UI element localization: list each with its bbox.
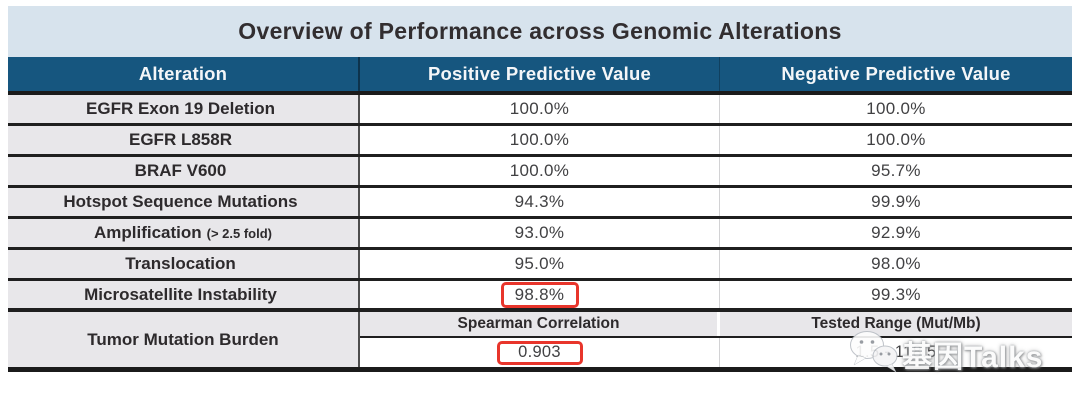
alteration-note: (> 2.5 fold) bbox=[206, 225, 273, 241]
row-label: Amplification (> 2.5 fold) bbox=[8, 219, 360, 247]
row-label: Translocation bbox=[8, 250, 360, 278]
spearman-correlation-header: Spearman Correlation bbox=[360, 312, 720, 336]
table-row: EGFR L858R 100.0% 100.0% bbox=[8, 126, 1072, 157]
performance-table: Overview of Performance across Genomic A… bbox=[8, 6, 1072, 372]
alteration-name: EGFR L858R bbox=[129, 130, 232, 149]
table-row: EGFR Exon 19 Deletion 100.0% 100.0% bbox=[8, 95, 1072, 126]
alteration-name: Hotspot Sequence Mutations bbox=[63, 192, 298, 211]
ppv-value: 100.0% bbox=[360, 126, 720, 154]
alteration-name: Amplification bbox=[93, 223, 202, 242]
table-row: BRAF V600 100.0% 95.7% bbox=[8, 157, 1072, 188]
npv-value: 100.0% bbox=[720, 126, 1072, 154]
table-title-bar: Overview of Performance across Genomic A… bbox=[8, 6, 1072, 57]
table-row: Microsatellite Instability 98.8% 99.3% bbox=[8, 281, 1072, 312]
tmb-subheader-row: Spearman Correlation Tested Range (Mut/M… bbox=[360, 312, 1072, 338]
column-header-ppv: Positive Predictive Value bbox=[360, 57, 720, 91]
row-label: BRAF V600 bbox=[8, 157, 360, 185]
highlight-box: 0.903 bbox=[496, 340, 583, 365]
table-row: Amplification (> 2.5 fold) 93.0% 92.9% bbox=[8, 219, 1072, 250]
npv-value: 99.9% bbox=[720, 188, 1072, 216]
npv-value: 98.0% bbox=[720, 250, 1072, 278]
row-label: EGFR Exon 19 Deletion bbox=[8, 95, 360, 123]
tmb-values-row: 0.903 1.5 - 118.5 bbox=[360, 338, 1072, 367]
npv-value: 99.3% bbox=[720, 281, 1072, 308]
alteration-name: EGFR Exon 19 Deletion bbox=[86, 99, 275, 118]
table-title: Overview of Performance across Genomic A… bbox=[238, 18, 842, 44]
row-label: Tumor Mutation Burden bbox=[8, 312, 360, 367]
ppv-value: 100.0% bbox=[360, 95, 720, 123]
highlight-box: 98.8% bbox=[500, 281, 579, 308]
table-row: Translocation 95.0% 98.0% bbox=[8, 250, 1072, 281]
spearman-correlation-value-highlighted: 0.903 bbox=[360, 338, 720, 367]
table-row: Hotspot Sequence Mutations 94.3% 99.9% bbox=[8, 188, 1072, 219]
npv-value: 100.0% bbox=[720, 95, 1072, 123]
alteration-name: BRAF V600 bbox=[134, 161, 227, 180]
ppv-value-highlighted: 98.8% bbox=[360, 281, 720, 308]
alteration-name: Microsatellite Instability bbox=[84, 284, 277, 304]
tmb-subtable: Spearman Correlation Tested Range (Mut/M… bbox=[360, 312, 1072, 367]
table-header-row: Alteration Positive Predictive Value Neg… bbox=[8, 57, 1072, 95]
tested-range-value: 1.5 - 118.5 bbox=[720, 338, 1072, 367]
ppv-value: 100.0% bbox=[360, 157, 720, 185]
row-label: Microsatellite Instability bbox=[8, 281, 360, 308]
npv-value: 95.7% bbox=[720, 157, 1072, 185]
ppv-value: 94.3% bbox=[360, 188, 720, 216]
ppv-value: 95.0% bbox=[360, 250, 720, 278]
alteration-name: Translocation bbox=[125, 254, 236, 273]
ppv-value: 93.0% bbox=[360, 219, 720, 247]
npv-value: 92.9% bbox=[720, 219, 1072, 247]
tumor-mutation-burden-section: Tumor Mutation Burden Spearman Correlati… bbox=[8, 312, 1072, 367]
column-header-alteration: Alteration bbox=[8, 57, 360, 91]
row-label: EGFR L858R bbox=[8, 126, 360, 154]
column-header-npv: Negative Predictive Value bbox=[781, 63, 1011, 84]
tested-range-header: Tested Range (Mut/Mb) bbox=[811, 315, 981, 332]
row-label: Hotspot Sequence Mutations bbox=[8, 188, 360, 216]
